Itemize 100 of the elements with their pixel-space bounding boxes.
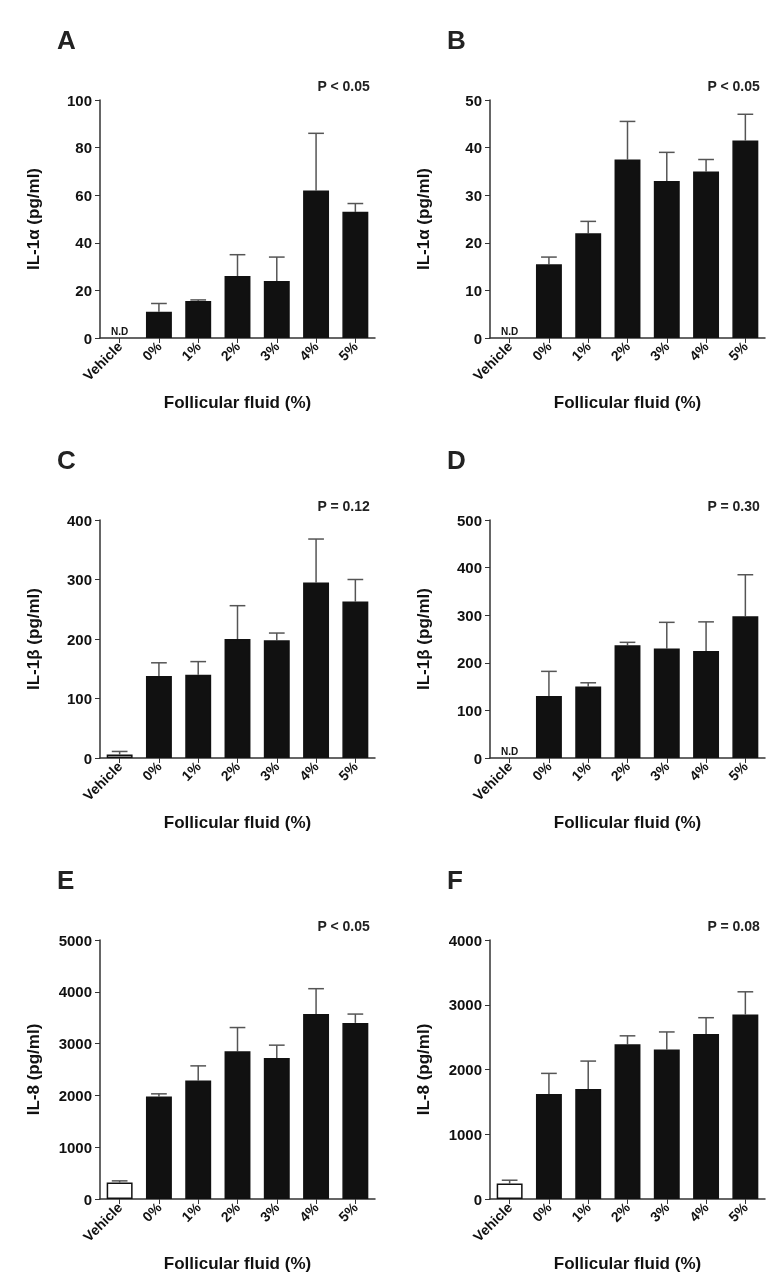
bar <box>693 650 720 758</box>
chart-title: B <box>447 25 466 55</box>
annotation: N.D <box>501 325 519 337</box>
x-tick-label: 4% <box>686 1198 713 1225</box>
bar <box>614 1044 641 1199</box>
x-axis-title: Follicular fluid (%) <box>163 813 312 832</box>
chart-title: E <box>57 865 75 895</box>
text: P < 0.05 <box>317 78 370 94</box>
bar <box>535 696 562 758</box>
y-tick-label: 0 <box>83 749 92 767</box>
text: P = 0.30 <box>707 498 760 514</box>
y-tick-label: 40 <box>75 234 92 252</box>
x-tick-label: 5% <box>335 337 362 364</box>
y-tick-label: 1000 <box>58 1138 92 1156</box>
y-tick-label: 50 <box>465 91 482 109</box>
x-axis-title: Follicular fluid (%) <box>163 1254 312 1273</box>
text: P = 0.12 <box>317 498 370 514</box>
y-axis-title: IL-8 (pg/ml) <box>24 1023 43 1116</box>
bar <box>145 1096 172 1199</box>
bar <box>263 280 290 338</box>
y-tick-label: 1000 <box>448 1125 482 1143</box>
bar <box>732 1014 759 1199</box>
y-tick-label: 4000 <box>448 931 482 949</box>
chart-title: C <box>57 445 76 475</box>
y-tick-label: 100 <box>66 91 92 109</box>
chart-title: F <box>447 865 463 895</box>
annotation: N.D <box>501 745 519 757</box>
x-axis-title: Follicular fluid (%) <box>553 393 702 412</box>
x-tick-label: 1% <box>178 1198 205 1225</box>
y-axis-title: IL-1α (pg/ml) <box>24 167 43 271</box>
x-tick-label: 5% <box>725 1198 752 1225</box>
bar <box>224 276 251 338</box>
y-tick-label: 200 <box>456 654 482 672</box>
y-tick-label: 20 <box>75 281 92 299</box>
y-tick-label: 80 <box>75 139 92 157</box>
x-tick-label: 5% <box>335 757 362 784</box>
bar <box>185 674 212 758</box>
bar <box>303 190 330 338</box>
y-tick-label: 100 <box>66 690 92 707</box>
y-tick-label: 400 <box>456 559 482 577</box>
x-tick-label: 5% <box>725 757 752 784</box>
x-tick-label: 5% <box>335 1198 362 1225</box>
y-axis-title: IL-1β (pg/ml) <box>414 588 433 690</box>
y-tick-label: 0 <box>473 749 482 767</box>
bar <box>263 640 290 758</box>
bar <box>732 140 759 338</box>
x-tick-label: 1% <box>568 1198 595 1225</box>
y-tick-label: 5000 <box>58 931 92 949</box>
y-tick-label: 500 <box>456 511 482 529</box>
x-tick-label: 3% <box>646 757 673 784</box>
annotation: N.D <box>111 325 129 337</box>
y-tick-label: 300 <box>456 606 482 624</box>
y-tick-label: 30 <box>465 186 482 204</box>
bar <box>614 159 641 338</box>
x-tick-label: 3% <box>646 337 673 364</box>
x-tick-label: 0% <box>138 757 165 784</box>
x-tick-label: 2% <box>607 1198 634 1225</box>
y-tick-label: 0 <box>473 329 482 347</box>
x-tick-label: 4% <box>686 337 713 364</box>
y-tick-label: 400 <box>66 511 92 529</box>
x-axis-title: Follicular fluid (%) <box>553 1254 702 1273</box>
bar <box>145 675 172 758</box>
text: P < 0.05 <box>317 918 370 934</box>
bar <box>496 1183 523 1199</box>
bar <box>263 1058 290 1199</box>
bar <box>145 311 172 338</box>
text: P = 0.08 <box>707 918 760 934</box>
bar <box>303 1014 330 1199</box>
y-tick-label: 0 <box>83 1190 92 1208</box>
bar <box>693 1033 720 1199</box>
bar <box>693 171 720 338</box>
x-tick-label: 0% <box>528 337 555 364</box>
y-tick-label: 4000 <box>58 983 92 1001</box>
bar <box>575 233 602 338</box>
y-axis-title: IL-1α (pg/ml) <box>414 167 433 271</box>
bar <box>224 639 251 758</box>
bar <box>653 1049 680 1199</box>
chart-title: A <box>57 25 76 55</box>
x-tick-label: 2% <box>217 337 244 364</box>
bar <box>653 648 680 758</box>
x-tick-label: 3% <box>646 1198 673 1225</box>
y-tick-label: 200 <box>66 630 92 648</box>
x-tick-label: 4% <box>296 337 323 364</box>
x-tick-label: 0% <box>138 337 165 364</box>
text: P < 0.05 <box>707 78 760 94</box>
x-axis-title: Follicular fluid (%) <box>163 393 312 412</box>
y-tick-label: 2000 <box>448 1061 482 1078</box>
x-tick-label: 4% <box>686 757 713 784</box>
x-tick-label: 1% <box>178 337 205 364</box>
x-tick-label: 0% <box>138 1198 165 1225</box>
x-tick-label: 2% <box>217 1198 244 1225</box>
x-tick-label: 2% <box>607 757 634 784</box>
bar <box>342 1022 369 1199</box>
bar <box>535 1094 562 1199</box>
bar <box>575 686 602 758</box>
y-tick-label: 3000 <box>448 996 482 1014</box>
bar <box>185 1080 212 1199</box>
bar <box>535 264 562 338</box>
bar <box>614 645 641 758</box>
y-tick-label: 2000 <box>58 1086 92 1104</box>
